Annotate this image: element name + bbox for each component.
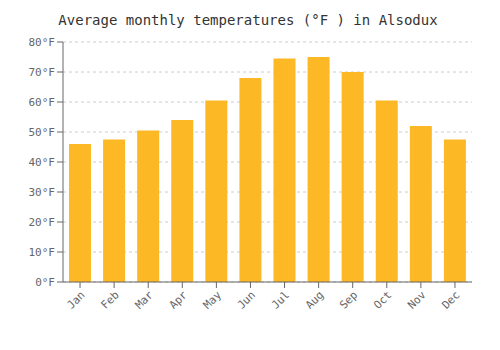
svg-text:Jun: Jun (235, 288, 258, 311)
svg-text:50°F: 50°F (29, 126, 56, 139)
svg-text:60°F: 60°F (29, 96, 56, 109)
svg-text:Jul: Jul (269, 288, 292, 311)
html-text:Average monthly temperatures (: Average monthly temperatures (°F ) in Al… (58, 12, 438, 28)
svg-text:Mar: Mar (133, 288, 157, 312)
svg-text:10°F: 10°F (29, 246, 56, 259)
svg-text:May: May (201, 288, 225, 312)
svg-text:Feb: Feb (99, 288, 122, 311)
svg-text:20°F: 20°F (29, 216, 56, 229)
svg-text:70°F: 70°F (29, 66, 56, 79)
svg-text:Nov: Nov (405, 288, 429, 312)
svg-text:30°F: 30°F (29, 186, 56, 199)
svg-text:80°F: 80°F (29, 36, 56, 49)
svg-text:Oct: Oct (371, 288, 394, 311)
svg-text:40°F: 40°F (29, 156, 56, 169)
svg-text:Dec: Dec (439, 288, 462, 311)
svg-text:Sep: Sep (337, 288, 360, 311)
svg-text:Jan: Jan (64, 288, 87, 311)
svg-text:0°F: 0°F (35, 276, 55, 289)
svg-text:Apr: Apr (167, 288, 191, 312)
svg-text:Aug: Aug (303, 288, 326, 311)
